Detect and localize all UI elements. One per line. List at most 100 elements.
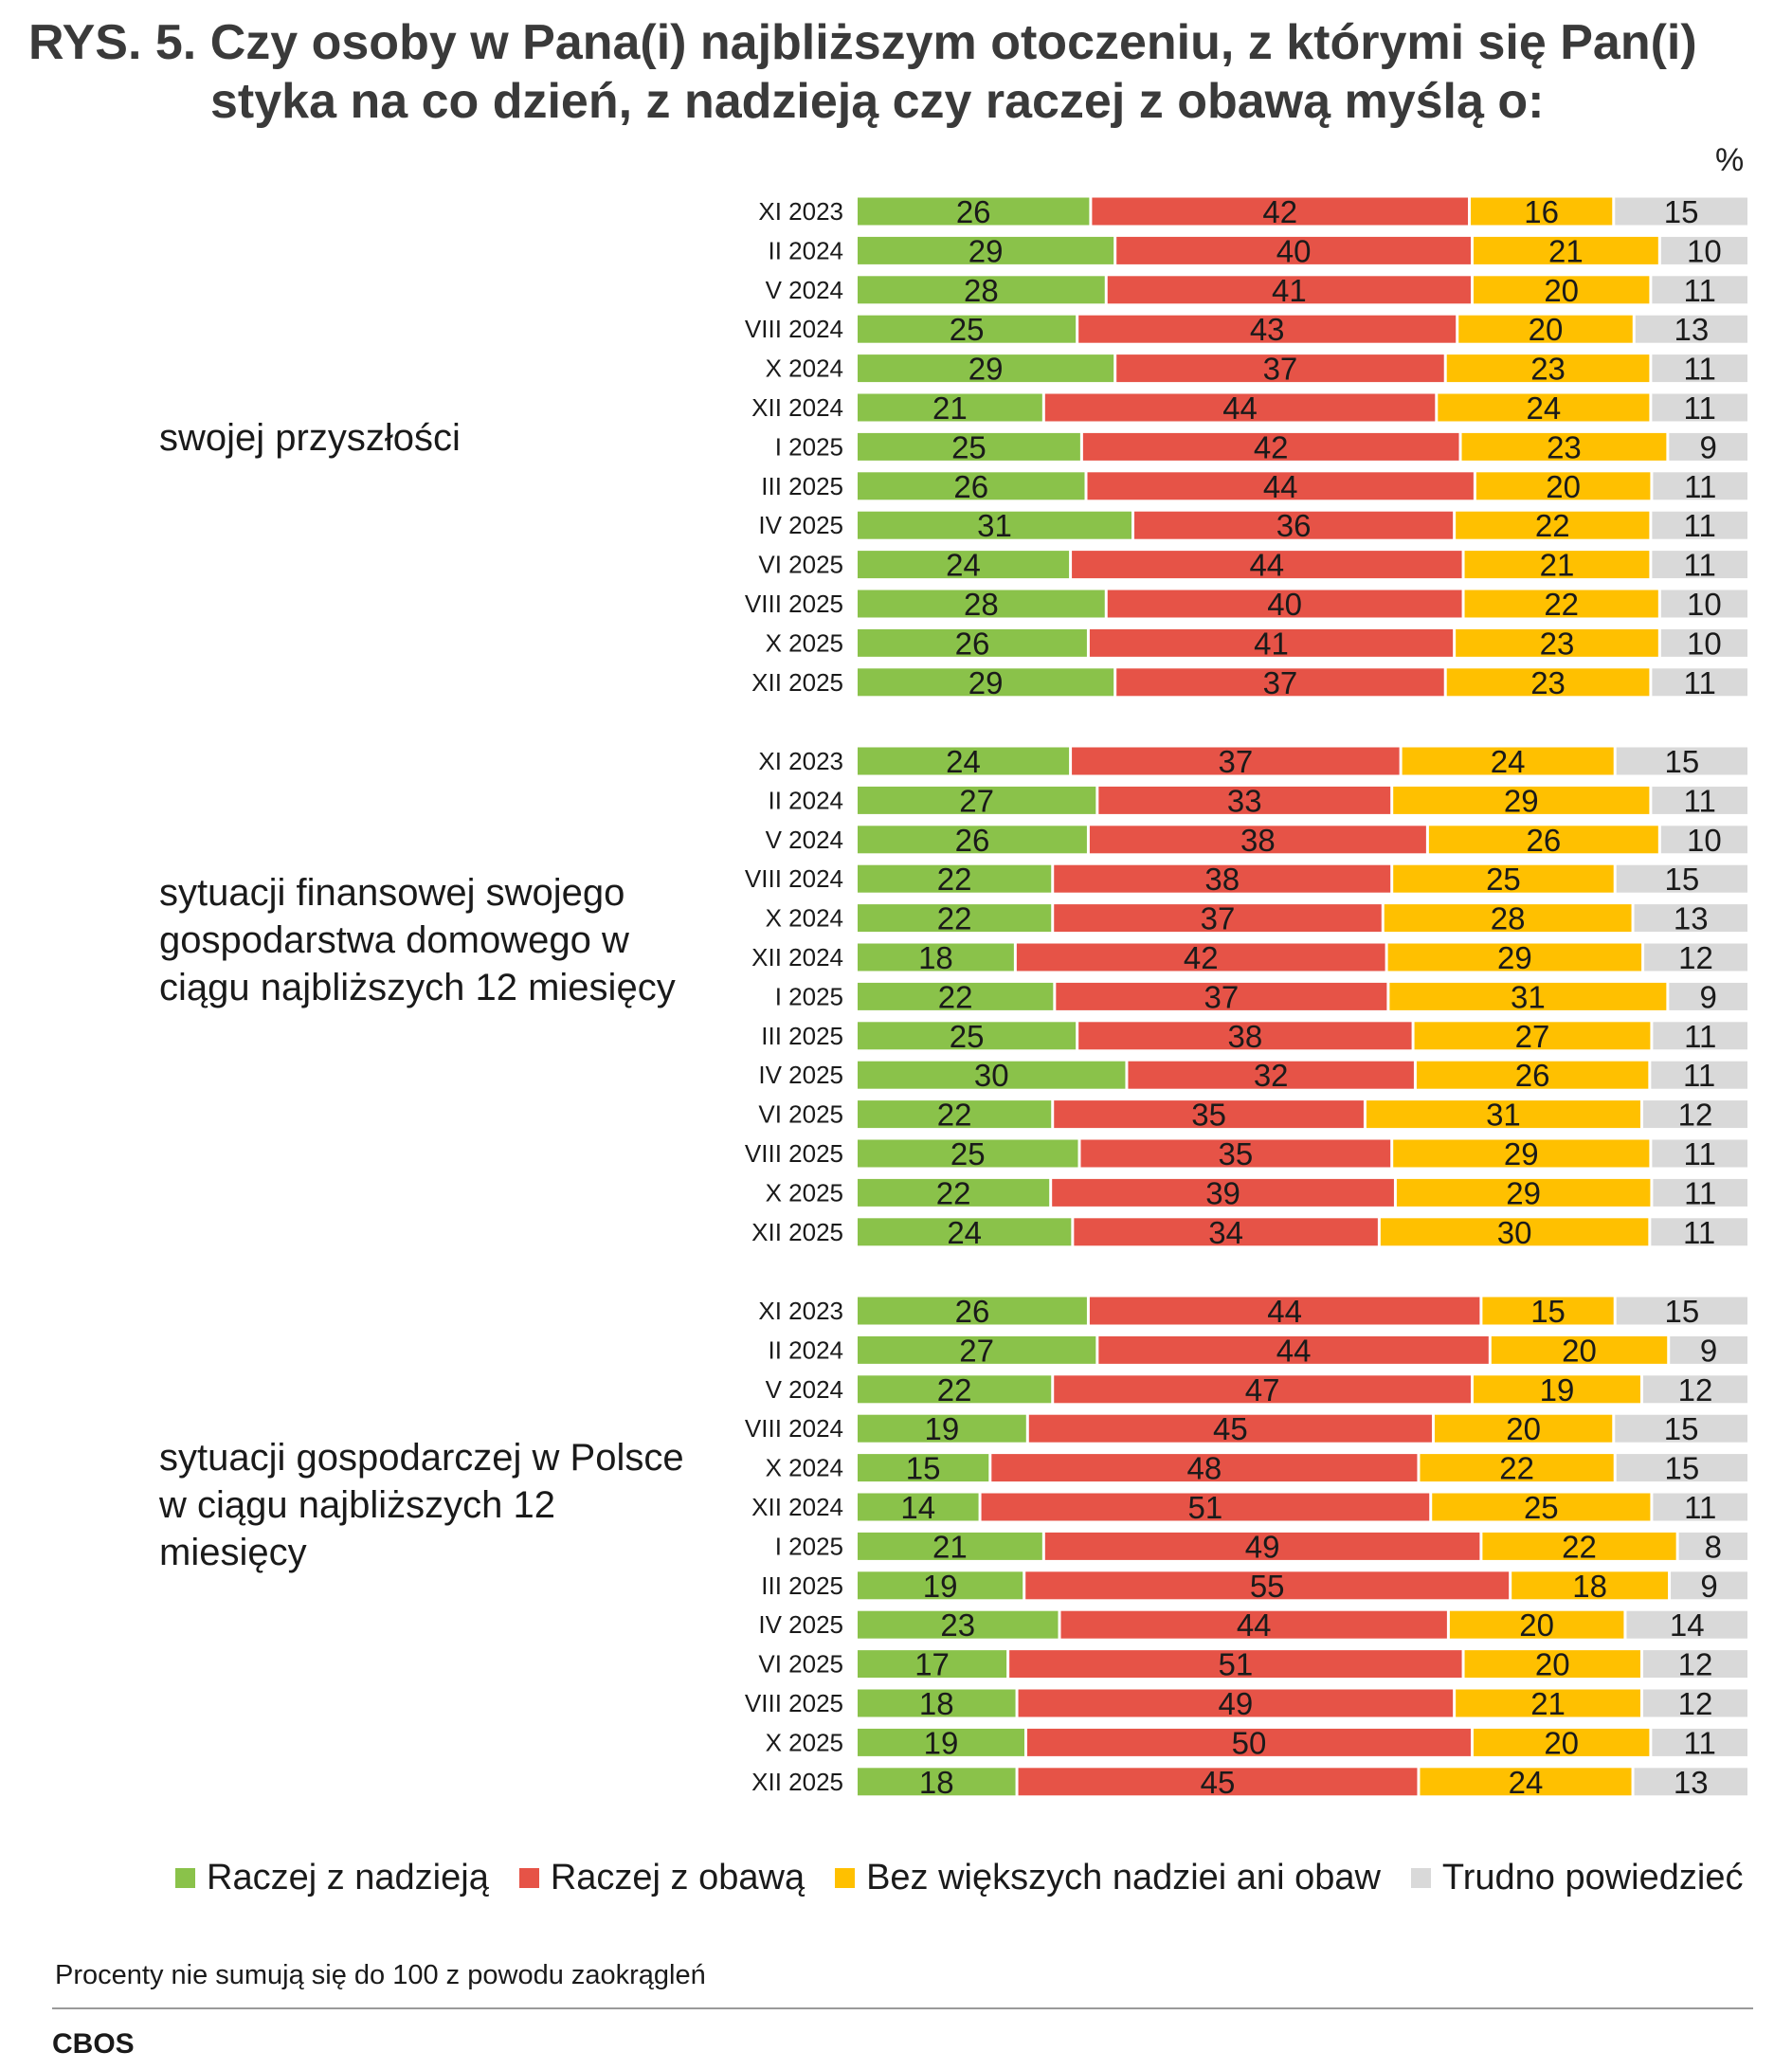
data-label-fear: 42	[1254, 429, 1289, 464]
bar-segment-hard-to-say	[1652, 786, 1747, 814]
bar-segment-hard-to-say	[1669, 982, 1747, 1010]
legend-swatch-hard-to-say	[1410, 1868, 1431, 1888]
data-label-neutral: 28	[1491, 901, 1526, 936]
bar-segment-hope	[858, 1689, 1016, 1717]
period-label: X 2025	[766, 1728, 843, 1756]
bar-segment-neutral	[1464, 551, 1650, 579]
data-label-neutral: 22	[1544, 587, 1579, 622]
source-label: CBOS	[52, 2028, 135, 2060]
bar-segment-neutral	[1434, 1414, 1613, 1443]
period-label: XI 2023	[758, 747, 843, 775]
bar-segment-hope	[858, 590, 1105, 618]
bar-segment-fear	[1098, 786, 1391, 814]
legend-label-hope: Raczej z nadzieją	[207, 1858, 489, 1898]
data-label-fear: 37	[1263, 352, 1298, 387]
data-label-hope: 18	[919, 1686, 954, 1721]
data-label-fear: 41	[1272, 273, 1307, 308]
bar-segment-fear	[1028, 1414, 1432, 1443]
bar-segment-hard-to-say	[1616, 1454, 1747, 1482]
data-label-hope: 29	[968, 352, 1004, 387]
legend-item-hard-to-say: Trudno powiedzieć	[1410, 1858, 1743, 1898]
bar-segment-neutral	[1482, 1532, 1676, 1560]
bar-segment-fear	[1082, 432, 1459, 461]
data-label-fear: 41	[1254, 626, 1289, 661]
bar-segment-hope	[858, 1728, 1024, 1756]
bar-segment-hope	[858, 1610, 1059, 1639]
group-label-3: sytuacji gospodarczej w Polsce w ciągu n…	[159, 1437, 684, 1573]
bar-segment-hope	[858, 982, 1054, 1010]
bar-segment-fear	[1018, 1689, 1454, 1717]
data-label-hard-to-say: 15	[1664, 862, 1699, 897]
data-label-hard-to-say: 10	[1687, 823, 1722, 858]
bar-segment-hard-to-say	[1653, 1178, 1747, 1207]
data-label-hope: 29	[968, 665, 1004, 700]
data-label-neutral: 23	[1540, 626, 1575, 661]
bar-segment-fear	[1025, 1571, 1510, 1600]
data-label-hard-to-say: 10	[1687, 587, 1722, 622]
data-label-fear: 43	[1250, 312, 1285, 347]
data-label-hard-to-say: 11	[1684, 508, 1716, 543]
bar-segment-fear	[1116, 354, 1444, 383]
bar-segment-neutral	[1511, 1571, 1669, 1600]
period-label: XII 2025	[751, 1218, 843, 1246]
data-label-neutral: 31	[1511, 979, 1546, 1014]
bar-segment-fear	[991, 1454, 1418, 1482]
bar-segment-fear	[1087, 472, 1474, 500]
bar-segment-fear	[1107, 590, 1462, 618]
data-label-hard-to-say: 9	[1700, 1333, 1717, 1368]
data-label-fear: 37	[1204, 979, 1240, 1014]
data-label-hope: 19	[923, 1569, 958, 1604]
period-label: IV 2025	[758, 511, 843, 539]
bar-segment-hope	[858, 315, 1077, 343]
bar-segment-hard-to-say	[1652, 668, 1747, 697]
data-label-fear: 44	[1263, 469, 1298, 504]
data-label-fear: 44	[1222, 390, 1258, 426]
chart-title: RYS. 5. Czy osoby w Pana(i) najbliższym …	[28, 13, 1772, 131]
bar-segment-neutral	[1420, 1768, 1632, 1796]
period-label: IV 2025	[758, 1061, 843, 1089]
bar-segment-neutral	[1456, 1689, 1640, 1717]
bar-segment-hard-to-say	[1660, 826, 1747, 854]
data-label-hard-to-say: 11	[1684, 548, 1716, 583]
data-label-hope: 17	[914, 1647, 950, 1682]
bar-segment-fear	[1052, 1178, 1394, 1207]
period-label: X 2025	[766, 628, 843, 657]
data-label-neutral: 20	[1544, 1725, 1579, 1760]
bar-segment-fear	[1116, 236, 1471, 264]
data-label-hope: 24	[947, 1215, 982, 1250]
bar-segment-hope	[858, 943, 1014, 971]
data-label-fear: 45	[1213, 1411, 1248, 1446]
data-label-hope: 15	[906, 1451, 941, 1486]
data-label-hope: 27	[959, 783, 994, 818]
data-label-hope: 24	[946, 548, 981, 583]
data-label-hope: 29	[968, 233, 1004, 268]
data-label-fear: 42	[1262, 194, 1297, 229]
unit-label: %	[1715, 142, 1745, 178]
data-label-hard-to-say: 13	[1674, 312, 1710, 347]
period-label: XII 2024	[751, 393, 843, 422]
bar-segment-neutral	[1380, 1218, 1649, 1246]
data-label-hope: 26	[956, 194, 991, 229]
data-label-neutral: 22	[1535, 508, 1570, 543]
data-label-hard-to-say: 11	[1684, 1725, 1716, 1760]
data-label-fear: 51	[1218, 1647, 1253, 1682]
bar-segment-neutral	[1464, 1650, 1640, 1679]
bar-segment-hope	[858, 393, 1042, 422]
bar-segment-hard-to-say	[1642, 1375, 1747, 1404]
data-label-hard-to-say: 11	[1684, 1490, 1716, 1525]
bar-segment-neutral	[1387, 943, 1642, 971]
period-label: VIII 2024	[745, 315, 843, 343]
data-label-fear: 47	[1245, 1372, 1280, 1407]
bar-segment-hope	[858, 1375, 1052, 1404]
legend-item-hope: Raczej z nadzieją	[175, 1858, 489, 1898]
bar-segment-hard-to-say	[1652, 1139, 1747, 1168]
bar-segment-neutral	[1461, 432, 1667, 461]
data-label-neutral: 20	[1506, 1411, 1541, 1446]
data-label-fear: 44	[1267, 1294, 1302, 1329]
bar-segment-hard-to-say	[1652, 551, 1747, 579]
data-label-neutral: 29	[1506, 1175, 1541, 1210]
data-label-fear: 40	[1267, 587, 1302, 622]
data-label-hard-to-say: 9	[1700, 979, 1717, 1014]
data-label-neutral: 27	[1515, 1019, 1550, 1054]
period-label: VIII 2025	[745, 1689, 843, 1717]
